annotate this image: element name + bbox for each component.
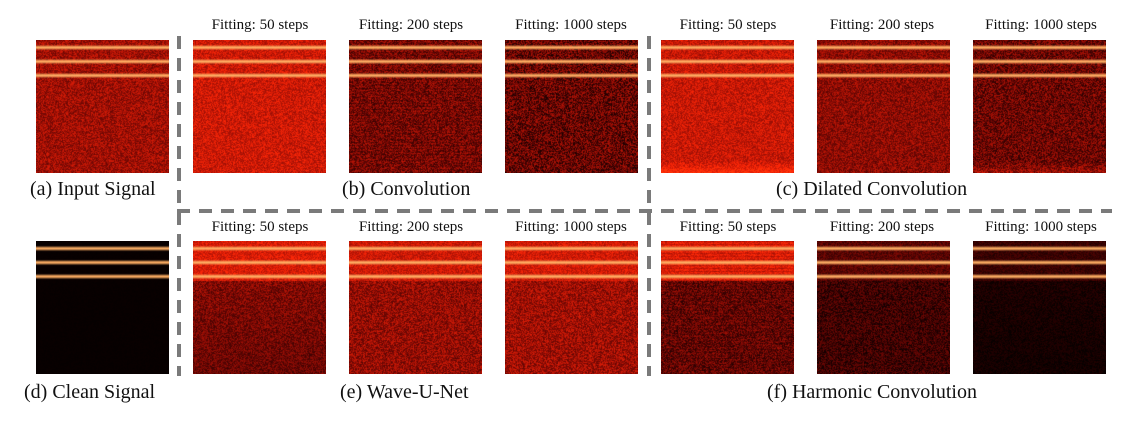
step-label-conv-200: Fitting: 200 steps: [358, 17, 464, 33]
step-label-conv-50: Fitting: 50 steps: [211, 17, 309, 33]
step-label-wave-200: Fitting: 200 steps: [358, 219, 464, 235]
caption-dilated-convolution: (c) Dilated Convolution: [776, 178, 968, 200]
convolution-200-spectrogram: [349, 40, 482, 173]
harmonic-50-spectrogram: [661, 241, 794, 374]
step-label-harmonic-200: Fitting: 200 steps: [829, 219, 935, 235]
divider-middle-vertical-top: [647, 36, 651, 208]
dilated-200-spectrogram: [817, 40, 950, 173]
step-label-dilated-1000: Fitting: 1000 steps: [985, 17, 1097, 33]
dilated-50-spectrogram: [661, 40, 794, 173]
step-label-harmonic-50: Fitting: 50 steps: [679, 219, 777, 235]
caption-wave-u-net: (e) Wave-U-Net: [340, 381, 469, 403]
divider-left-vertical: [177, 36, 181, 376]
caption-convolution: (b) Convolution: [342, 178, 471, 200]
step-label-dilated-50: Fitting: 50 steps: [679, 17, 777, 33]
convolution-50-spectrogram: [193, 40, 326, 173]
wave-u-net-1000-spectrogram: [505, 241, 638, 374]
input-signal-spectrogram: [36, 40, 169, 173]
dilated-1000-spectrogram: [973, 40, 1106, 173]
step-label-dilated-200: Fitting: 200 steps: [829, 17, 935, 33]
step-label-harmonic-1000: Fitting: 1000 steps: [985, 219, 1097, 235]
step-label-wave-1000: Fitting: 1000 steps: [515, 219, 627, 235]
caption-harmonic-convolution: (f) Harmonic Convolution: [767, 381, 977, 403]
divider-horizontal: [177, 209, 1112, 213]
step-label-wave-50: Fitting: 50 steps: [211, 219, 309, 235]
caption-input-signal: (a) Input Signal: [30, 178, 156, 200]
convolution-1000-spectrogram: [505, 40, 638, 173]
wave-u-net-200-spectrogram: [349, 241, 482, 374]
step-label-conv-1000: Fitting: 1000 steps: [515, 17, 627, 33]
divider-middle-vertical-bottom: [647, 212, 651, 376]
harmonic-1000-spectrogram: [973, 241, 1106, 374]
caption-clean-signal: (d) Clean Signal: [24, 381, 156, 403]
clean-signal-spectrogram: [36, 241, 169, 374]
harmonic-200-spectrogram: [817, 241, 950, 374]
wave-u-net-50-spectrogram: [193, 241, 326, 374]
